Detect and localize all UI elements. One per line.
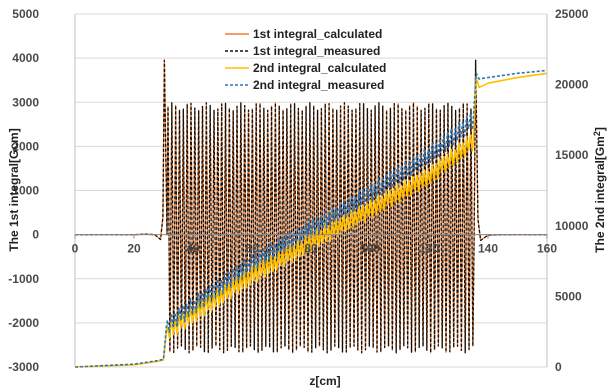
legend-label-3: 2nd integral_calculated [253,61,386,75]
y-tick-label: 1000 [12,184,39,198]
x-axis: 0 20 40 60 80 100 120 140 160 [72,234,557,256]
y2-tick-label: 0 [555,360,562,374]
y-tick-label: 2000 [12,139,39,153]
y-axis-left: -3000 -2000 -1000 0 1000 2000 3000 4000 5000 [8,7,39,374]
series-line-4 [74,69,548,368]
legend: 1st integral_calculated 1st integral_mea… [225,27,386,92]
y-tick-label: -1000 [8,272,39,286]
x-tick-label: 0 [72,242,79,256]
series-line-3 [74,72,548,368]
y2-tick-label: 20000 [555,78,589,92]
legend-label-2: 1st integral_measured [253,44,380,58]
y2-tick-label: 5000 [555,289,582,303]
y-tick-label: -2000 [8,316,39,330]
y2-tick-label: 15000 [555,148,589,162]
x-tick-label: 20 [127,242,141,256]
y-tick-label: 3000 [12,95,39,109]
x-tick-label: 40 [186,242,200,256]
y-tick-label: 0 [32,228,39,242]
y2-axis-label: The 2nd integral[Gm2] [592,127,607,253]
y2-axis-label-sup: 2 [592,131,602,136]
x-tick-label: 120 [419,242,439,256]
x-tick-label: 140 [478,242,498,256]
plot-area [74,14,548,368]
legend-label-4: 2nd integral_measured [253,78,384,92]
y-axis-right: 0 5000 10000 15000 20000 25000 [555,7,589,374]
y2-tick-label: 25000 [555,7,589,21]
x-tick-label: 80 [304,242,318,256]
y-tick-label: 5000 [12,7,39,21]
y2-tick-label: 10000 [555,219,589,233]
x-tick-label: 60 [245,242,259,256]
x-axis-label: z[cm] [309,374,340,388]
series-line-2 [75,59,547,354]
y-tick-label: -3000 [8,360,39,374]
x-tick-label: 160 [537,242,557,256]
y-axis-label: The 1st integral[Gcm] [7,128,21,251]
y-tick-label: 4000 [12,51,39,65]
legend-label-1: 1st integral_calculated [253,27,382,41]
y2-axis-label-main: The 2nd integral[Gm [593,136,607,253]
x-tick-label: 100 [360,242,380,256]
y2-axis-label-end: ] [593,127,607,131]
